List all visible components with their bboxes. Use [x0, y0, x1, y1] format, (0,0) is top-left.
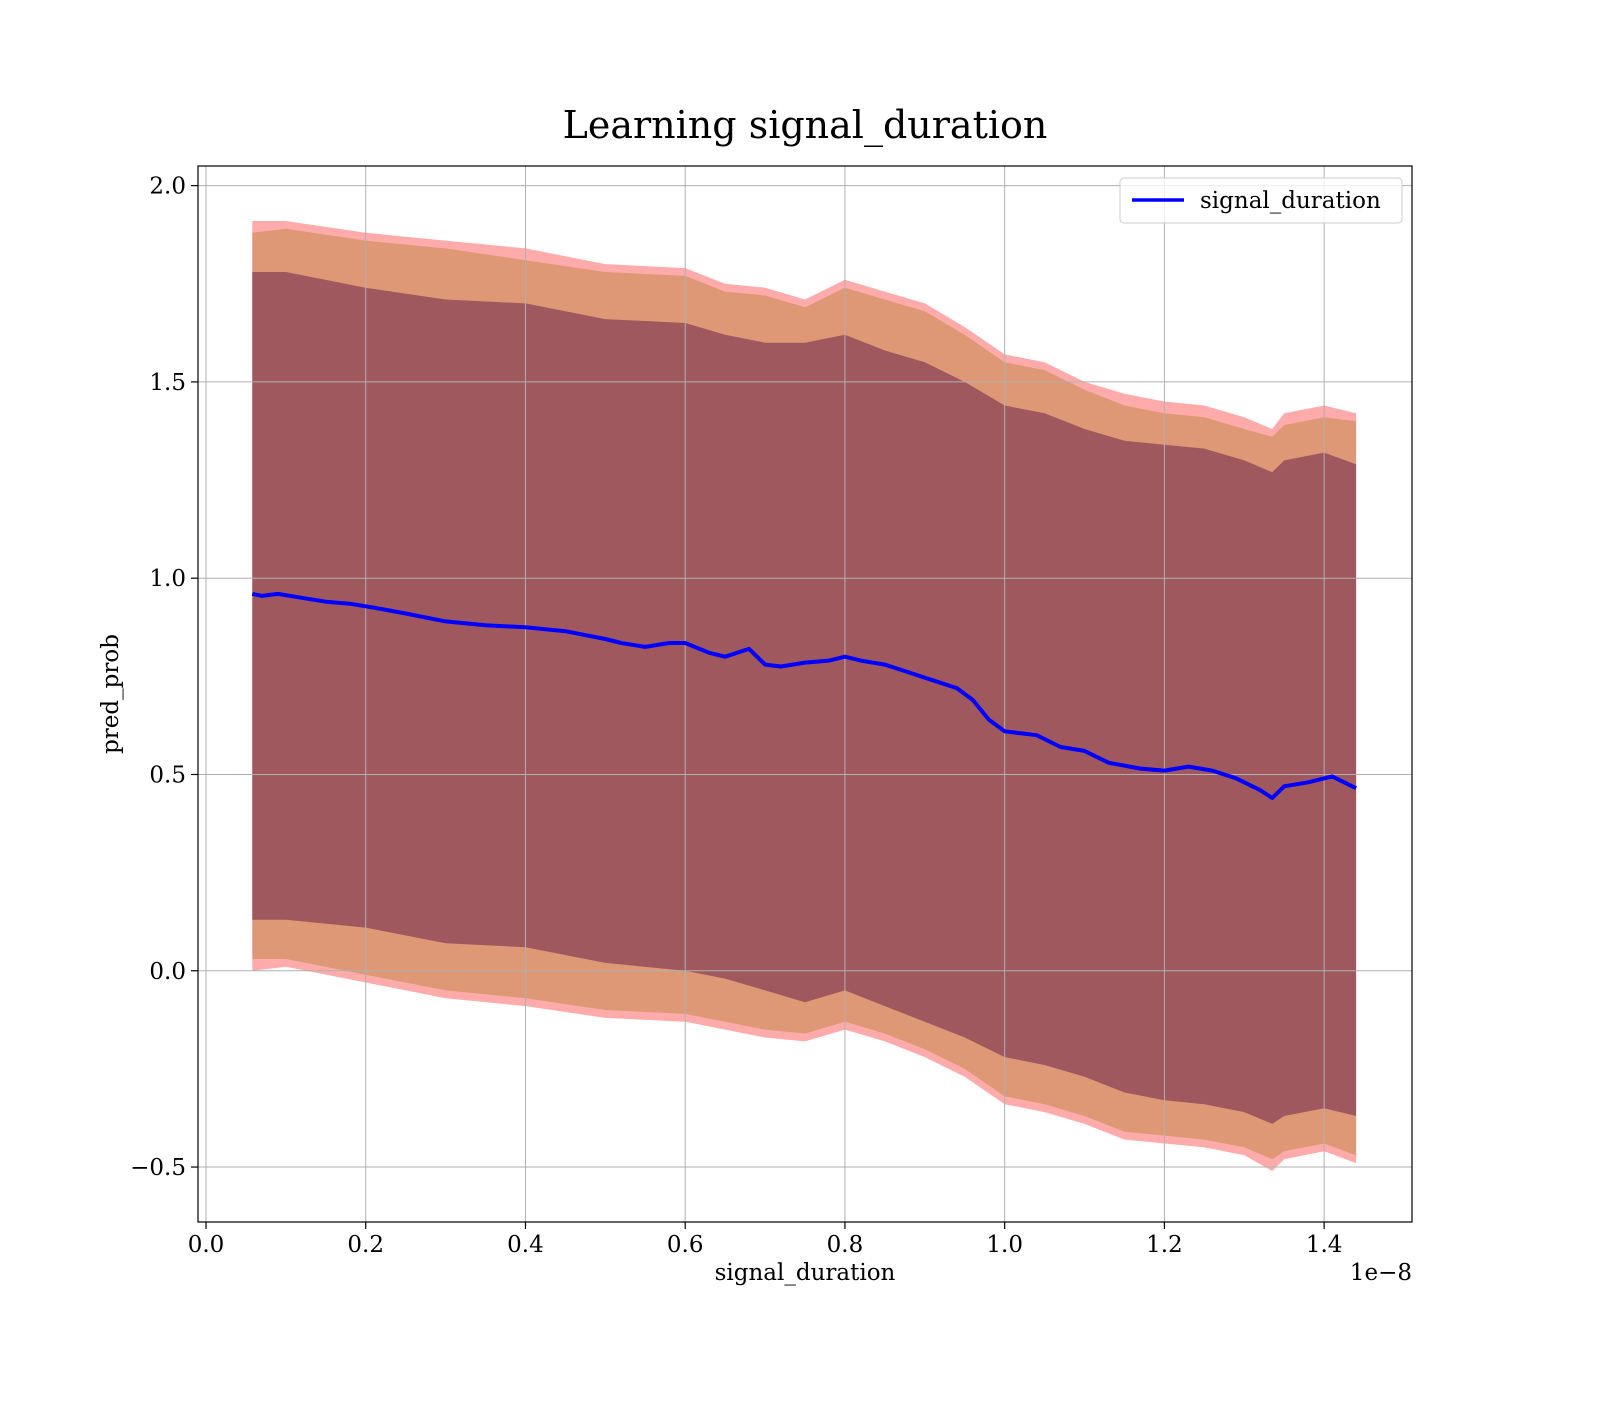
y-axis-label: pred_prob [98, 634, 124, 754]
x-tick-label: 0.0 [188, 1232, 225, 1258]
x-axis-label: signal_duration [715, 1260, 896, 1286]
y-tick-label: 0.5 [149, 762, 186, 788]
confidence-bands [252, 221, 1357, 1171]
x-tick-label: 0.8 [827, 1232, 864, 1258]
y-tick-label: 0.0 [149, 959, 186, 985]
x-tick-label: 1.2 [1146, 1232, 1183, 1258]
legend: signal_duration [1119, 177, 1403, 224]
legend-box [1119, 177, 1403, 224]
grid-lines [198, 166, 1412, 1222]
series-line-signal-duration [251, 591, 1357, 800]
y-tick-label: 1.0 [149, 566, 186, 592]
x-tick-label: 1.0 [986, 1232, 1023, 1258]
y-tick-label: 1.5 [149, 370, 186, 396]
confidence-band-3 [252, 272, 1357, 1124]
chart-title: Learning signal_duration [563, 103, 1048, 148]
series-lines [251, 591, 1357, 800]
y-tick-label: −0.5 [130, 1155, 186, 1181]
x-tick-label: 0.6 [667, 1232, 704, 1258]
x-tick-label: 1.4 [1306, 1232, 1343, 1258]
x-tick-label: 0.4 [507, 1232, 544, 1258]
x-axis-offset-label: 1e−8 [1350, 1260, 1412, 1286]
axis-ticks: 0.0 0.2 0.4 0.6 0.8 1.0 1.2 1.4 −0.5 0.0 0.5 1.0 1.5… [130, 174, 1342, 1258]
x-tick-label: 0.2 [347, 1232, 384, 1258]
legend-label-signal-duration: signal_duration [1200, 188, 1381, 214]
plot-area-frame [197, 165, 1413, 1223]
y-tick-label: 2.0 [149, 174, 186, 200]
